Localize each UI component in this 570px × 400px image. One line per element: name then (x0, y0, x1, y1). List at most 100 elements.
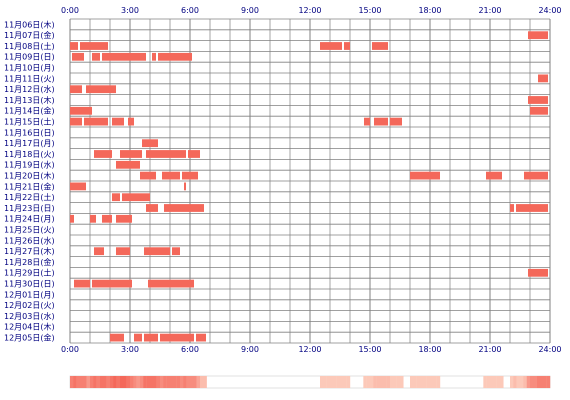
heat-cell (330, 376, 334, 388)
sleep-bar (374, 117, 388, 126)
heat-cell (536, 376, 541, 388)
heat-cell (170, 376, 174, 388)
sleep-bar (372, 42, 388, 50)
row-label: 12月02日(火) (4, 301, 55, 310)
heat-cell (136, 376, 141, 388)
row-label: 11月14日(金) (4, 106, 55, 116)
sleep-bar (134, 333, 142, 342)
row-label: 11月29日(土) (4, 268, 55, 278)
sleep-bar (92, 279, 132, 288)
row-labels: 11月06日(木)11月07日(金)11月08日(土) 11月09日(日) 11月1… (4, 19, 55, 342)
heat-cell (546, 376, 551, 388)
sleep-bar (164, 204, 204, 212)
sleep-bar (112, 193, 120, 202)
heat-cell (183, 376, 187, 388)
x-tick-label-bottom: 3:00 (121, 345, 139, 354)
heat-cell (390, 376, 394, 388)
x-tick-label-bottom: 9:00 (241, 345, 259, 354)
x-tick-label: 18:00 (418, 6, 441, 15)
row-label: 11月17日(月) (4, 139, 55, 148)
sleep-bar (160, 333, 194, 342)
heat-cell (116, 376, 121, 388)
row-label: 11月06日(木) (4, 19, 55, 29)
row-label: 11月30日(日) (4, 280, 55, 289)
row-label: 11月22日(土) (4, 192, 55, 202)
heat-cell (156, 376, 161, 388)
sleep-bar (70, 106, 92, 115)
heat-cell (333, 376, 337, 388)
heat-cell (530, 376, 534, 388)
x-tick-label-bottom: 15:00 (358, 345, 381, 354)
sleep-bar (528, 268, 548, 277)
heat-cell (526, 376, 531, 388)
heat-cell (483, 376, 487, 388)
heat-cell (130, 376, 134, 388)
sleep-bar (80, 42, 108, 50)
heat-cell (426, 376, 431, 388)
sleep-bar (112, 117, 124, 126)
x-tick-label-bottom: 0:00 (61, 345, 79, 354)
heat-cell (326, 376, 331, 388)
x-tick-label: 24:00 (538, 6, 561, 15)
sleep-bar (70, 214, 74, 223)
heat-cell (380, 376, 384, 388)
sleep-bar (94, 150, 112, 158)
heat-cell (70, 376, 74, 388)
sleep-bar (538, 74, 548, 83)
row-label: 12月05日(金) (4, 333, 55, 343)
row-label: 11月18日(火) (4, 150, 55, 159)
row-label: 11月27日(木) (4, 246, 55, 256)
sleep-bar (116, 160, 140, 169)
heat-cell (533, 376, 537, 388)
heat-cell (340, 376, 344, 388)
row-label: 11月19日(水) (4, 160, 55, 170)
row-label: 11月28日(金) (4, 257, 55, 267)
sleep-bar (116, 247, 130, 256)
heat-cell (76, 376, 81, 388)
heat-cell (190, 376, 194, 388)
heat-cell (370, 376, 374, 388)
x-tick-label: 0:00 (61, 6, 79, 15)
row-label: 11月12日(水) (4, 84, 55, 94)
heat-cell (520, 376, 524, 388)
x-tick-label-bottom: 24:00 (538, 345, 561, 354)
heat-cell (433, 376, 437, 388)
x-tick-label: 9:00 (241, 6, 259, 15)
sleep-bar (530, 106, 548, 115)
sleep-bar (74, 279, 90, 288)
sleep-bar (90, 214, 96, 223)
heat-cell (163, 376, 167, 388)
heat-cell (396, 376, 401, 388)
heat-cell (346, 376, 351, 388)
row-label: 11月11日(火) (4, 74, 55, 83)
heat-cell (423, 376, 427, 388)
heat-cell (436, 376, 441, 388)
sleep-bar (70, 182, 86, 191)
heat-cell (486, 376, 491, 388)
x-tick-label-bottom: 6:00 (181, 345, 199, 354)
x-tick-label: 12:00 (298, 6, 321, 15)
heat-cell (430, 376, 434, 388)
sleep-bar (524, 171, 548, 180)
sleep-bar (110, 333, 124, 342)
heat-cell (410, 376, 414, 388)
heat-cell (150, 376, 154, 388)
sleep-bar (84, 117, 108, 126)
x-tick-label: 15:00 (358, 6, 381, 15)
heat-cell (126, 376, 131, 388)
sleep-bar (122, 193, 150, 202)
sleep-bar (528, 31, 548, 40)
sleep-bar (158, 52, 192, 61)
sleep-bar (172, 247, 180, 256)
heat-cell (123, 376, 127, 388)
sleep-bar (120, 150, 142, 158)
heat-cell (146, 376, 151, 388)
heat-cell (400, 376, 404, 388)
sleep-bar (148, 279, 194, 288)
heat-cell (86, 376, 91, 388)
heat-cell (373, 376, 377, 388)
sleep-bar (70, 85, 82, 94)
heat-cell (343, 376, 347, 388)
heat-cell (376, 376, 381, 388)
summary-heat-strip (69, 375, 551, 389)
